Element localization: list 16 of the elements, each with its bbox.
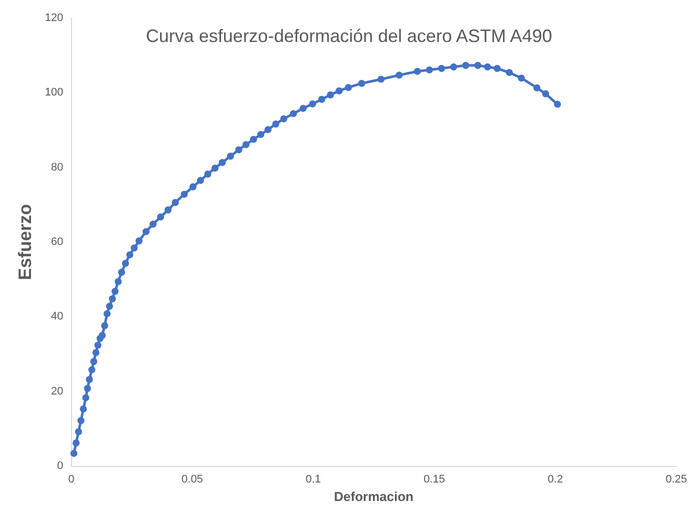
x-tick-label: 0.15	[424, 474, 445, 486]
y-tick-label: 60	[51, 236, 64, 248]
x-tick-label: 0.2	[548, 474, 563, 486]
y-tick-label: 0	[57, 460, 64, 472]
x-tick-label: 0.1	[306, 474, 321, 486]
y-tick-label: 100	[44, 86, 64, 99]
y-tick-label: 40	[51, 310, 64, 323]
x-tick-label: 0.05	[182, 474, 203, 486]
x-tick-label: 0.25	[666, 474, 688, 486]
x-axis-title: Deformacion	[334, 489, 414, 504]
chart-title: Curva esfuerzo-deformación del acero ASTM A490	[146, 26, 552, 46]
x-tick-label: 0	[68, 474, 74, 486]
y-axis-title: Esfuerzo	[15, 204, 35, 280]
y-tick-label: 20	[51, 385, 64, 398]
y-tick-label: 120	[44, 12, 64, 24]
y-tick-label: 80	[51, 161, 64, 174]
